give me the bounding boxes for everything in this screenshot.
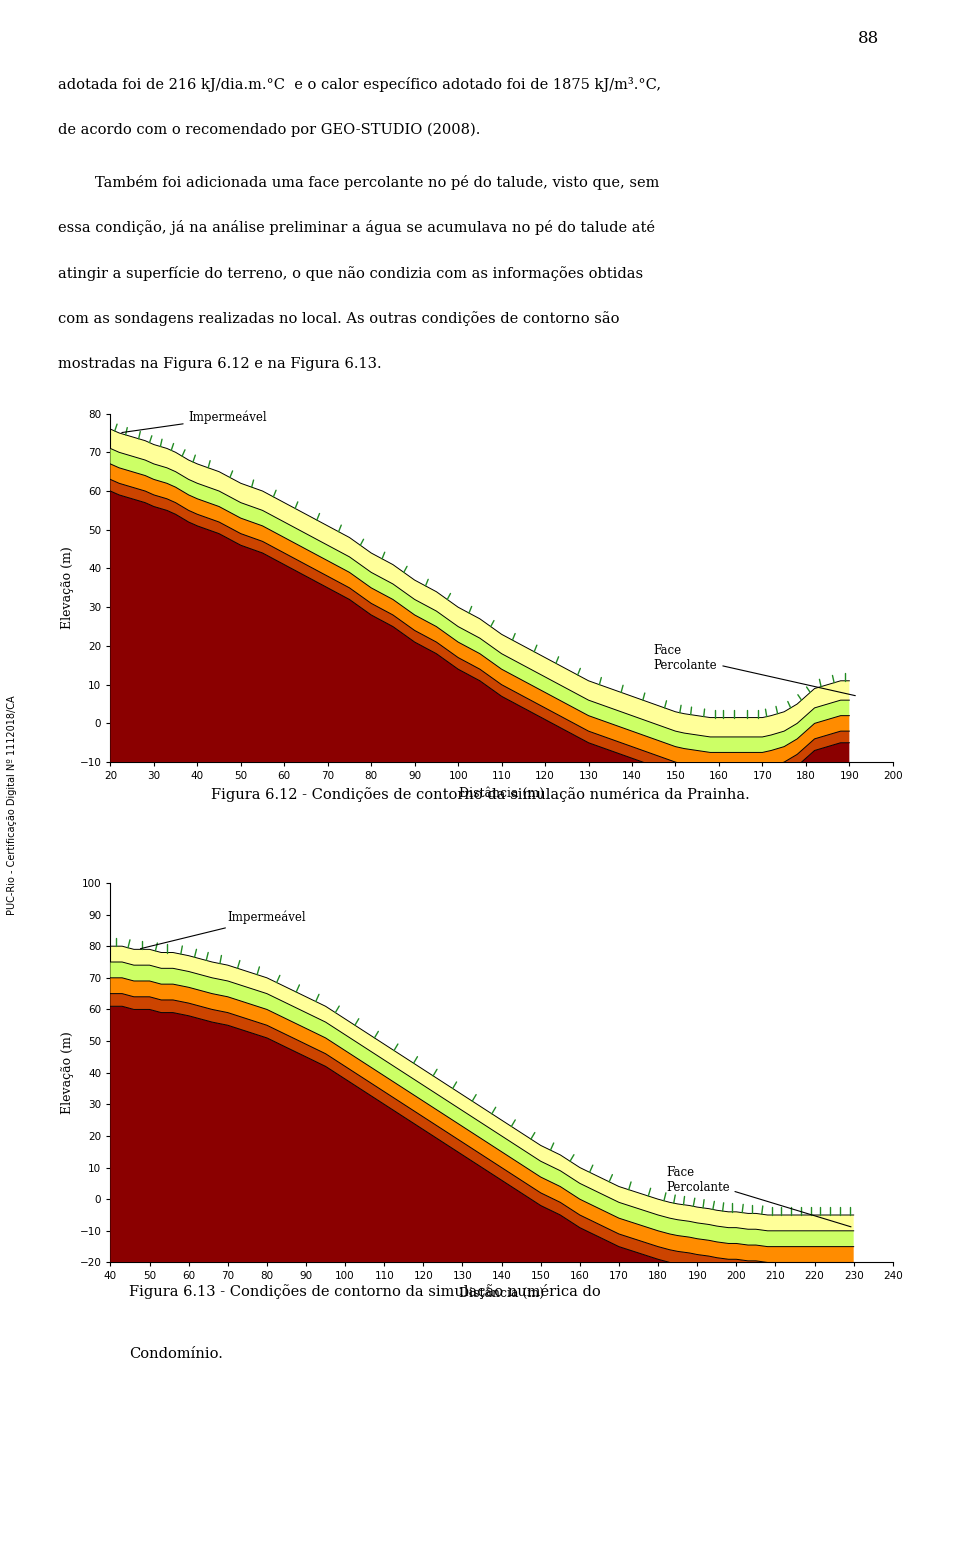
X-axis label: Distância (m): Distância (m) <box>459 1287 544 1300</box>
Polygon shape <box>110 993 853 1275</box>
X-axis label: Distância (m): Distância (m) <box>459 787 544 799</box>
Text: Impermeável: Impermeável <box>140 911 306 948</box>
Text: de acordo com o recomendado por GEO-STUDIO (2008).: de acordo com o recomendado por GEO-STUD… <box>58 122 480 138</box>
Text: PUC-Rio - Certificação Digital Nº 1112018/CA: PUC-Rio - Certificação Digital Nº 111201… <box>7 696 17 915</box>
Text: atingir a superfície do terreno, o que não condizia com as informações obtidas: atingir a superfície do terreno, o que n… <box>58 266 643 280</box>
Polygon shape <box>110 449 850 753</box>
Y-axis label: Elevação (m): Elevação (m) <box>60 1032 74 1114</box>
Text: Também foi adicionada uma face percolante no pé do talude, visto que, sem: Também foi adicionada uma face percolant… <box>58 175 659 189</box>
Y-axis label: Elevação (m): Elevação (m) <box>60 547 74 629</box>
Text: Figura 6.12 - Condições de contorno da simulação numérica da Prainha.: Figura 6.12 - Condições de contorno da s… <box>210 787 750 802</box>
Text: Figura 6.13 - Condições de contorno da simulação numérica do: Figura 6.13 - Condições de contorno da s… <box>130 1284 601 1300</box>
Text: com as sondagens realizadas no local. As outras condições de contorno são: com as sondagens realizadas no local. As… <box>58 311 619 327</box>
Polygon shape <box>110 465 850 768</box>
Text: Impermeável: Impermeável <box>122 410 267 432</box>
Polygon shape <box>110 491 850 779</box>
Polygon shape <box>110 977 853 1262</box>
Text: adotada foi de 216 kJ/dia.m.°C  e o calor específico adotado foi de 1875 kJ/m³.°: adotada foi de 216 kJ/dia.m.°C e o calor… <box>58 77 660 93</box>
Polygon shape <box>110 962 853 1247</box>
Text: essa condição, já na análise preliminar a água se acumulava no pé do talude até: essa condição, já na análise preliminar … <box>58 220 655 235</box>
Polygon shape <box>110 946 853 1231</box>
Text: Face
Percolante: Face Percolante <box>666 1166 851 1227</box>
Polygon shape <box>110 1007 853 1275</box>
Text: Condomínio.: Condomínio. <box>130 1348 224 1362</box>
Text: mostradas na Figura 6.12 e na Figura 6.13.: mostradas na Figura 6.12 e na Figura 6.1… <box>58 358 381 372</box>
Polygon shape <box>110 480 850 779</box>
Polygon shape <box>110 429 850 737</box>
Text: 88: 88 <box>858 31 879 46</box>
Text: Face
Percolante: Face Percolante <box>654 643 855 696</box>
